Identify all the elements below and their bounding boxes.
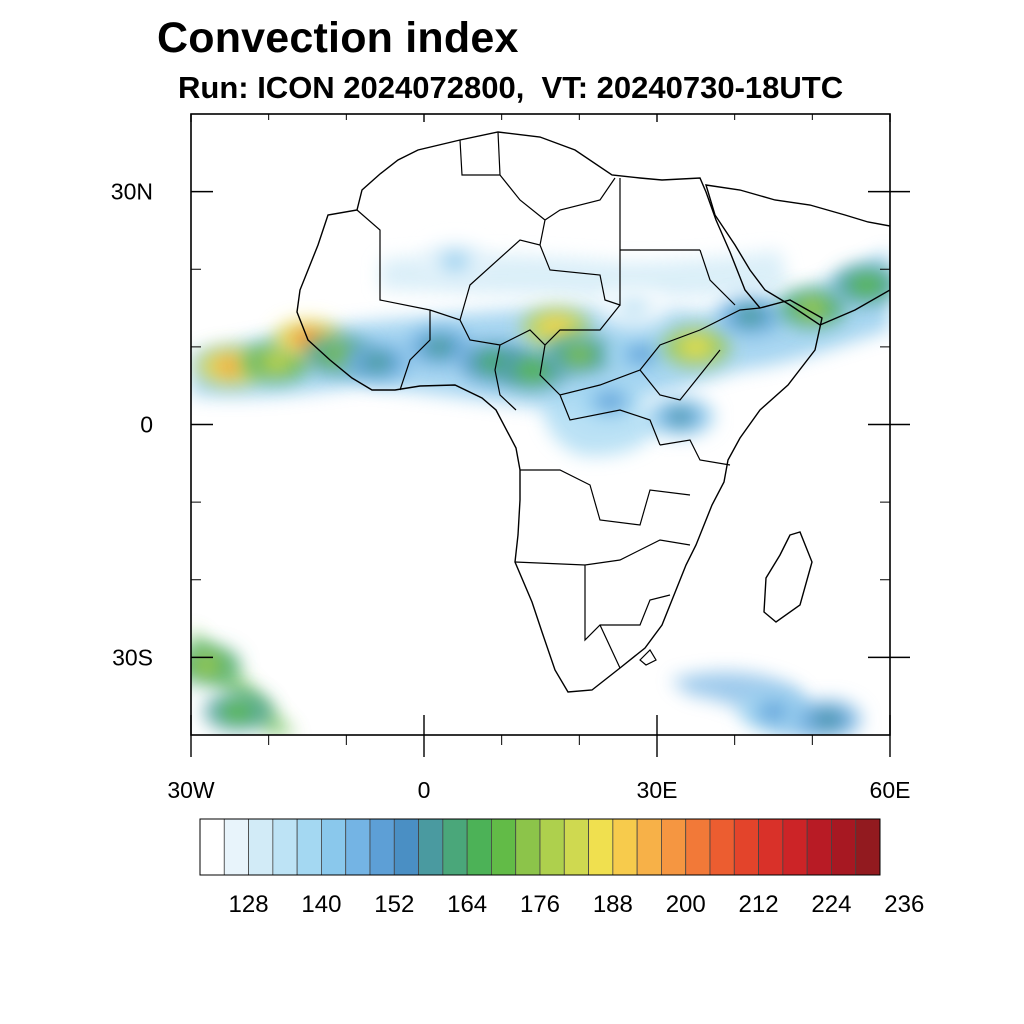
colorbar-box: [223, 818, 249, 876]
convection-cell: [832, 264, 890, 305]
convection-cells: [191, 241, 890, 735]
convection-cell: [576, 381, 645, 422]
convection-cell: [716, 295, 785, 336]
madagascar-coast: [763, 531, 813, 623]
colorbar-box: [831, 818, 857, 876]
convection-cell-core: [546, 320, 567, 335]
convection-cell-core: [569, 347, 590, 362]
africa-coastline: [296, 131, 823, 693]
colorbar-box: [272, 818, 298, 876]
convection-cell: [646, 396, 715, 437]
convection-cell: [343, 342, 412, 383]
colorbar-box: [612, 818, 638, 876]
colorbar-box: [296, 818, 322, 876]
convection-cell: [191, 645, 241, 686]
convection-cell-core: [429, 339, 450, 354]
convection-cell: [778, 288, 847, 329]
colorbar-box: [199, 818, 225, 876]
colorbar-label: 164: [447, 891, 487, 918]
colorbar-label: 200: [666, 891, 706, 918]
convection-cell-core: [445, 254, 466, 269]
convection-cell-core: [856, 277, 877, 292]
convection-cell-core: [227, 704, 248, 719]
colorbar-box: [539, 818, 565, 876]
convection-cell: [599, 288, 668, 329]
colorbar-box: [733, 818, 759, 876]
convection-cell: [405, 326, 474, 367]
colorbar-label: 128: [229, 891, 269, 918]
colorbar-box: [418, 818, 444, 876]
colorbar-box: [491, 818, 517, 876]
convection-field: [191, 241, 890, 735]
coastlines-borders: [296, 131, 890, 693]
colorbar-box: [855, 818, 881, 876]
convection-cell-core: [763, 704, 784, 719]
border-lines: [356, 131, 761, 669]
colorbar-box: [806, 818, 832, 876]
colorbar-label: 140: [301, 891, 341, 918]
convection-cell-core: [631, 347, 652, 362]
colorbar-label: 224: [811, 891, 851, 918]
colorbar-box: [442, 818, 468, 876]
map-frame: [190, 113, 891, 736]
lat-tick-label: 0: [140, 412, 153, 438]
colorbar-box: [515, 818, 541, 876]
lat-tick-label: 30S: [112, 644, 153, 670]
colorbar-box: [466, 818, 492, 876]
convection-cell-core: [740, 308, 761, 323]
convection-cell-core: [196, 658, 217, 673]
convection-cell-core: [670, 409, 691, 424]
colorbar-box: [369, 818, 395, 876]
colorbar-box: [685, 818, 711, 876]
convection-cell: [661, 326, 730, 367]
convection-cell: [607, 334, 676, 375]
colorbar-box: [563, 818, 589, 876]
colorbar: 128 140 152 164 176 188 200 212 224 236: [199, 818, 924, 918]
convection-cell: [793, 699, 862, 735]
latitude-axis: 30N 0 30S: [111, 113, 910, 736]
convection-cell-core: [219, 359, 240, 374]
colorbar-box: [345, 818, 371, 876]
colorbar-label: 212: [739, 891, 779, 918]
colorbar-box: [661, 818, 687, 876]
lon-tick-label: 0: [418, 777, 431, 803]
convection-cell: [739, 691, 808, 732]
convection-cell-core: [802, 301, 823, 316]
colorbar-box: [393, 818, 419, 876]
chart-title: Convection index: [157, 14, 519, 62]
chart-subtitle: Run: ICON 2024072800, VT: 20240730-18UTC: [178, 70, 844, 105]
colorbar-box: [248, 818, 274, 876]
convection-cell-core: [623, 301, 644, 316]
colorbar-label: 236: [884, 891, 924, 918]
colorbar-box: [588, 818, 614, 876]
convection-cell-core: [685, 339, 706, 354]
colorbar-box: [321, 818, 347, 876]
arabia-coast: [705, 184, 890, 326]
colorbar-box: [782, 818, 808, 876]
convection-cell: [545, 334, 614, 375]
convection-cell: [421, 241, 490, 282]
lon-tick-label: 60E: [870, 777, 911, 803]
convection-cell-core: [367, 355, 388, 370]
colorbar-box: [709, 818, 735, 876]
colorbar-label: 176: [520, 891, 560, 918]
convection-cell-core: [600, 394, 621, 409]
convection-cell-core: [522, 363, 543, 378]
longitude-axis: 30W 0 30E 60E: [167, 114, 910, 803]
colorbar-box: [636, 818, 662, 876]
convection-cell-core: [266, 355, 287, 370]
colorbar-label: 188: [593, 891, 633, 918]
lon-tick-label: 30W: [167, 777, 215, 803]
colorbar-label: 152: [374, 891, 414, 918]
convection-cell-core: [328, 347, 349, 362]
colorbar-box: [758, 818, 784, 876]
convection-cell-core: [483, 355, 504, 370]
convection-cell-core: [817, 712, 838, 727]
lon-tick-label: 30E: [637, 777, 678, 803]
colorbar-frame: [199, 818, 881, 876]
convection-cell: [203, 691, 272, 732]
lat-tick-label: 30N: [111, 179, 153, 205]
